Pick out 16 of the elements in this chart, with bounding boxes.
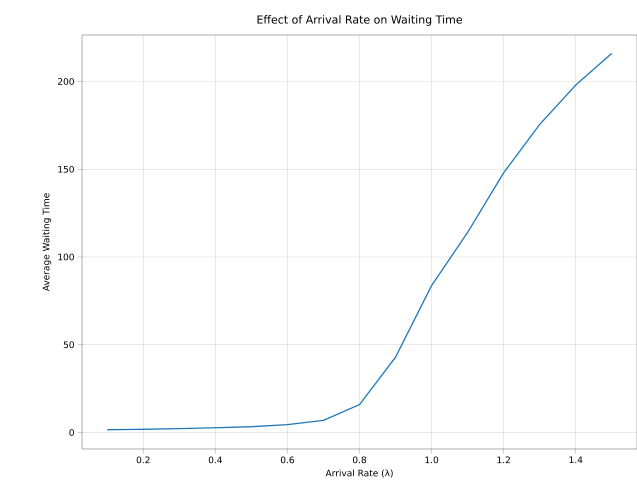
chart-title: Effect of Arrival Rate on Waiting Time — [258, 15, 462, 26]
y-tick-label: 0 — [69, 429, 74, 436]
y-tick-label: 200 — [58, 78, 74, 85]
x-tick-label: 0.6 — [280, 456, 294, 464]
y-tick-label: 150 — [58, 166, 74, 173]
x-tick-label: 0.8 — [352, 456, 366, 464]
x-axis-title: Arrival Rate (λ) — [326, 469, 393, 478]
x-tick-label: 0.2 — [136, 456, 150, 464]
x-tick-label: 1.0 — [425, 456, 438, 464]
y-tick-label: 100 — [58, 254, 74, 260]
x-tick-label: 0.4 — [208, 456, 222, 464]
x-tick-label: 1.2 — [497, 456, 510, 464]
y-tick-label: 50 — [64, 341, 74, 348]
x-tick-label: 1.4 — [570, 456, 582, 464]
y-axis-title: Average Waiting Time — [42, 193, 52, 292]
line-series — [106, 52, 612, 430]
